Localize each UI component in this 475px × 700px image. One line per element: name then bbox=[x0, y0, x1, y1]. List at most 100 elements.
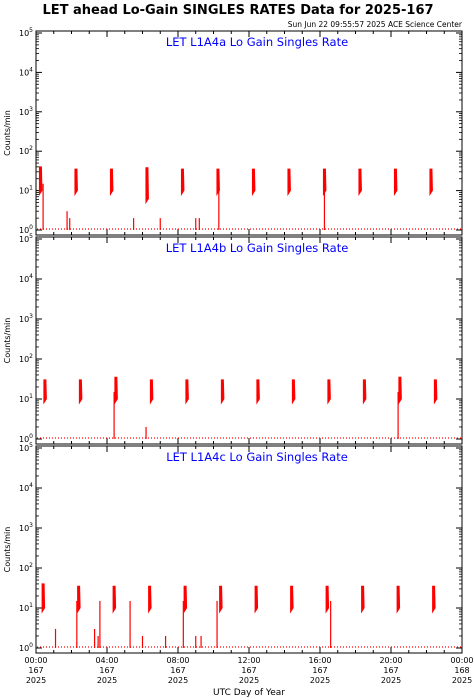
y-tick-label: 103 bbox=[19, 106, 33, 117]
y-tick-exponent: 2 bbox=[29, 562, 33, 569]
y-tick-label: 101 bbox=[19, 185, 33, 196]
y-axis-label: Counts/min bbox=[3, 318, 12, 364]
rate-spike bbox=[145, 167, 149, 205]
x-tick-label-time: 08:00 bbox=[166, 656, 189, 665]
rate-spike bbox=[287, 168, 291, 197]
rate-spike bbox=[180, 168, 185, 197]
x-tick-label-day: 168 bbox=[454, 666, 469, 675]
y-tick-label: 105 bbox=[19, 233, 33, 244]
x-tick-label-time: 20:00 bbox=[379, 656, 402, 665]
y-tick-exponent: 0 bbox=[29, 433, 33, 440]
y-tick-label: 100 bbox=[19, 433, 33, 444]
x-tick-label-day: 167 bbox=[241, 666, 256, 675]
y-tick-exponent: 1 bbox=[29, 602, 33, 609]
rate-spike bbox=[220, 379, 225, 405]
y-tick-label: 104 bbox=[19, 482, 33, 493]
y-tick-base: 10 bbox=[19, 235, 29, 244]
y-tick-label: 105 bbox=[19, 442, 33, 453]
rate-spike bbox=[148, 585, 152, 614]
rate-spike bbox=[109, 168, 114, 197]
rate-spike bbox=[256, 379, 260, 405]
y-tick-label: 103 bbox=[19, 522, 33, 533]
y-tick-exponent: 5 bbox=[29, 442, 33, 449]
y-tick-base: 10 bbox=[19, 29, 29, 38]
rate-spike bbox=[398, 376, 402, 405]
rate-spike bbox=[327, 379, 331, 405]
y-tick-exponent: 3 bbox=[29, 313, 33, 320]
y-tick-exponent: 4 bbox=[29, 273, 33, 280]
rate-spike bbox=[41, 583, 46, 614]
x-tick-label-day: 167 bbox=[99, 666, 114, 675]
rate-spike bbox=[219, 585, 223, 614]
rate-spike bbox=[43, 379, 47, 405]
y-tick-exponent: 3 bbox=[29, 522, 33, 529]
rate-spike bbox=[362, 379, 367, 405]
y-tick-label: 100 bbox=[19, 642, 33, 653]
rate-spike bbox=[38, 166, 43, 197]
x-tick-label-year: 2025 bbox=[452, 676, 472, 685]
figure-title: LET ahead Lo-Gain SINGLES RATES Data for… bbox=[42, 3, 433, 18]
panel-title: LET L1A4b Lo Gain Singles Rate bbox=[166, 241, 349, 255]
rate-spike bbox=[114, 376, 118, 405]
rate-spike bbox=[393, 168, 398, 197]
y-tick-base: 10 bbox=[19, 395, 29, 404]
y-tick-base: 10 bbox=[19, 226, 29, 235]
y-tick-base: 10 bbox=[19, 435, 29, 444]
rate-spike bbox=[432, 585, 436, 614]
y-tick-base: 10 bbox=[19, 147, 29, 156]
rate-spike bbox=[251, 168, 256, 197]
rate-spike bbox=[396, 585, 401, 614]
y-tick-base: 10 bbox=[19, 564, 29, 573]
y-tick-exponent: 4 bbox=[29, 482, 33, 489]
x-tick-label-time: 00:00 bbox=[450, 656, 473, 665]
y-axis-label: Counts/min bbox=[3, 527, 12, 573]
x-tick-label-year: 2025 bbox=[97, 676, 117, 685]
y-tick-base: 10 bbox=[19, 108, 29, 117]
rate-spike bbox=[254, 585, 259, 614]
y-tick-exponent: 5 bbox=[29, 27, 33, 34]
rate-spike bbox=[358, 168, 362, 197]
x-axis-title: UTC Day of Year bbox=[213, 688, 285, 698]
x-tick-label-time: 12:00 bbox=[237, 656, 260, 665]
y-tick-exponent: 2 bbox=[29, 353, 33, 360]
generation-timestamp: Sun Jun 22 09:55:57 2025 ACE Science Cen… bbox=[288, 20, 463, 29]
y-tick-exponent: 0 bbox=[29, 642, 33, 649]
x-tick-label-year: 2025 bbox=[239, 676, 259, 685]
y-tick-label: 102 bbox=[19, 145, 33, 156]
rate-spike bbox=[433, 379, 438, 405]
x-tick-label-year: 2025 bbox=[310, 676, 330, 685]
y-tick-base: 10 bbox=[19, 355, 29, 364]
x-tick-label-year: 2025 bbox=[168, 676, 188, 685]
rate-spike bbox=[149, 379, 154, 405]
y-tick-label: 102 bbox=[19, 353, 33, 364]
x-tick-label-day: 167 bbox=[28, 666, 43, 675]
rate-spike bbox=[77, 585, 81, 614]
rate-spike bbox=[429, 168, 433, 197]
rate-spike bbox=[74, 168, 78, 197]
y-tick-exponent: 1 bbox=[29, 185, 33, 192]
chart-panel-2: LET L1A4b Lo Gain Singles Rate Counts/min… bbox=[3, 233, 463, 445]
y-tick-label: 100 bbox=[19, 224, 33, 235]
y-tick-base: 10 bbox=[19, 644, 29, 653]
y-axis-label: Counts/min bbox=[3, 110, 12, 156]
rate-spike bbox=[216, 168, 220, 197]
y-tick-label: 104 bbox=[19, 66, 33, 77]
y-tick-base: 10 bbox=[19, 444, 29, 453]
rate-spike bbox=[322, 168, 327, 197]
rate-spike bbox=[291, 379, 296, 405]
rate-spike bbox=[78, 379, 83, 405]
chart-panel-1: LET L1A4a Lo Gain Singles Rate Counts/min… bbox=[3, 27, 463, 236]
x-tick-label-day: 167 bbox=[170, 666, 185, 675]
rate-spike bbox=[112, 585, 117, 614]
chart-panel-3: LET L1A4c Lo Gain Singles Rate Counts/min… bbox=[3, 442, 474, 685]
y-tick-exponent: 1 bbox=[29, 393, 33, 400]
x-tick-label-year: 2025 bbox=[381, 676, 401, 685]
y-tick-base: 10 bbox=[19, 187, 29, 196]
rate-spike bbox=[183, 585, 188, 614]
y-tick-base: 10 bbox=[19, 484, 29, 493]
rate-spike bbox=[361, 585, 365, 614]
y-tick-base: 10 bbox=[19, 275, 29, 284]
x-tick-label-time: 16:00 bbox=[308, 656, 331, 665]
